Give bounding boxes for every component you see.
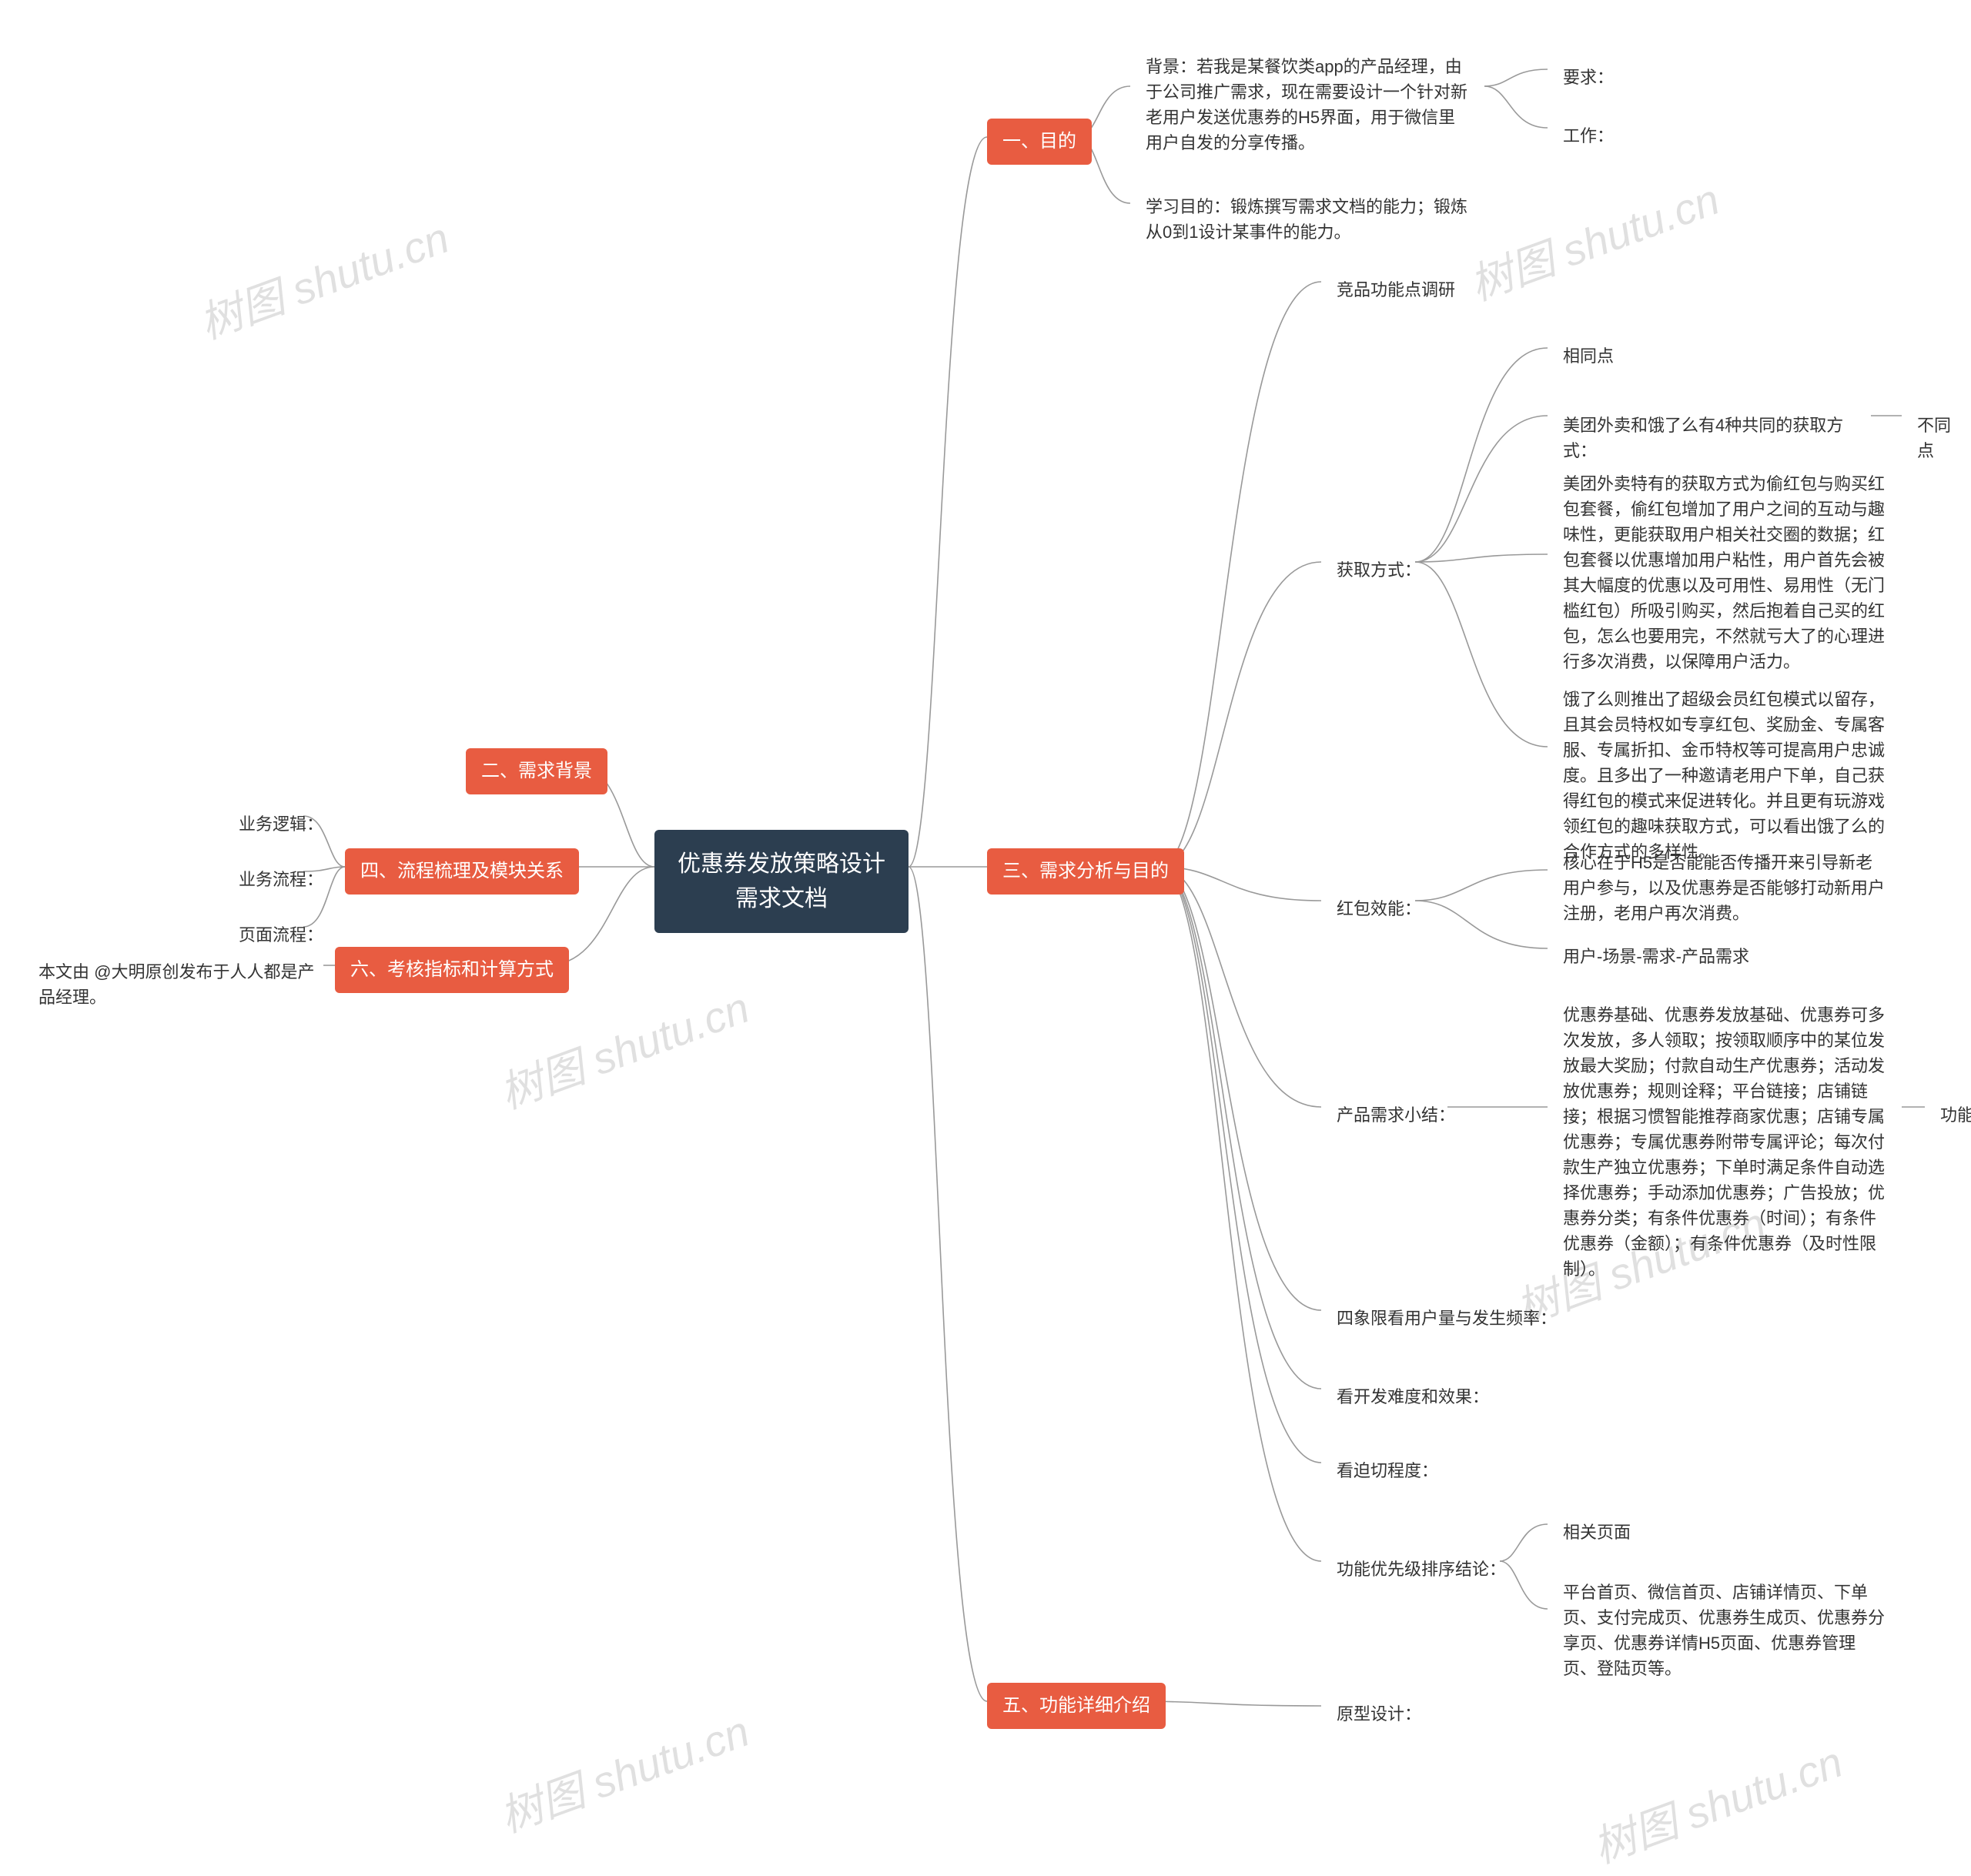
node-background[interactable]: 二、需求背景 [466, 748, 607, 794]
leaf-work[interactable]: 工作： [1548, 114, 1629, 158]
watermark: 树图 shutu.cn [1583, 1727, 1850, 1875]
leaf-urgency[interactable]: 看迫切程度： [1321, 1449, 1454, 1493]
node-kpi[interactable]: 六、考核指标和计算方式 [335, 947, 569, 993]
node-feature-detail[interactable]: 五、功能详细介绍 [987, 1683, 1166, 1729]
leaf-pages[interactable]: 相关页面 [1548, 1510, 1646, 1554]
leaf-redcore[interactable]: 核心在于H5是否能能否传播开来引导新老用户参与，以及优惠券是否能够打动新用户注册… [1548, 841, 1902, 935]
leaf-mt-detail[interactable]: 美团外卖特有的获取方式为偷红包与购买红包套餐，偷红包增加了用户之间的互动与趣味性… [1548, 462, 1902, 684]
leaf-learn[interactable]: 学习目的：锻炼撰写需求文档的能力；锻炼从0到1设计某事件的能力。 [1130, 185, 1484, 254]
watermark: 树图 shutu.cn [490, 973, 757, 1121]
leaf-quadrant[interactable]: 四象限看用户量与发生频率： [1321, 1296, 1572, 1340]
leaf-priority[interactable]: 功能优先级排序 [1925, 1093, 1971, 1137]
leaf-bg[interactable]: 背景：若我是某餐饮类app的产品经理，由于公司推广需求，现在需要设计一个针对新老… [1130, 45, 1484, 165]
leaf-diff[interactable]: 不同点 [1902, 403, 1971, 473]
leaf-competitor[interactable]: 竞品功能点调研 [1321, 268, 1471, 312]
watermark: 树图 shutu.cn [490, 1697, 757, 1844]
leaf-prodsum-det[interactable]: 优惠券基础、优惠券发放基础、优惠券可多次发放，多人领取；按领取顺序中的某位发放最… [1548, 993, 1902, 1291]
node-purpose[interactable]: 一、目的 [987, 119, 1092, 165]
leaf-userflow[interactable]: 用户-场景-需求-产品需求 [1548, 935, 1765, 978]
node-analysis[interactable]: 三、需求分析与目的 [987, 848, 1184, 895]
leaf-redpack[interactable]: 红包效能： [1321, 887, 1437, 931]
root-node[interactable]: 优惠券发放策略设计需求文档 [654, 830, 909, 933]
leaf-priority-conclusion[interactable]: 功能优先级排序结论： [1321, 1547, 1521, 1591]
leaf-pagelist[interactable]: 平台首页、微信首页、店铺详情页、下单页、支付完成页、优惠券生成页、优惠券分享页、… [1548, 1570, 1902, 1690]
leaf-prototype[interactable]: 原型设计： [1321, 1692, 1437, 1736]
leaf-biz-flow[interactable]: 业务流程： [223, 858, 339, 901]
leaf-attribution: 本文由 @大明原创发布于人人都是产品经理。 [23, 950, 331, 1019]
watermark: 树图 shutu.cn [189, 203, 457, 351]
leaf-requirement[interactable]: 要求： [1548, 55, 1629, 99]
leaf-same[interactable]: 相同点 [1548, 334, 1629, 378]
leaf-devcost[interactable]: 看开发难度和效果： [1321, 1375, 1504, 1419]
leaf-prodsum[interactable]: 产品需求小结： [1321, 1093, 1471, 1137]
leaf-biz-logic[interactable]: 业务逻辑： [223, 802, 339, 846]
node-process[interactable]: 四、流程梳理及模块关系 [345, 848, 579, 895]
leaf-acquire[interactable]: 获取方式： [1321, 548, 1437, 592]
watermark: 树图 shutu.cn [1460, 165, 1727, 313]
